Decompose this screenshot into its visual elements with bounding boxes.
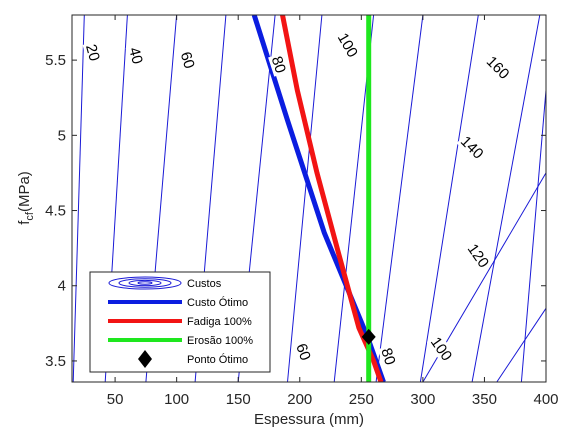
optimum-marker (361, 328, 376, 345)
x-tick-label-3: 200 (287, 391, 312, 408)
series-line-1 (280, 15, 384, 382)
legend-item-fadiga: Fadiga 100% (108, 316, 252, 328)
legend-item-ponto-otimo: Ponto Ótimo (138, 350, 248, 368)
contour-label-bg-10 (377, 344, 400, 369)
contour-label-text-9: 60 (292, 341, 314, 362)
contour-line-8 (419, 15, 479, 382)
x-axis-ticks: 50 100 150 200 250 300 350 400 (107, 15, 559, 408)
contour-label-bg-9 (292, 339, 315, 365)
x-tick-label-7: 400 (533, 391, 558, 408)
y-axis-ticks: 3.5 4 4.5 5 5.5 (45, 52, 546, 370)
legend-label-ponto-otimo: Ponto Ótimo (187, 353, 248, 366)
y-tick-label-1: 4 (58, 278, 66, 295)
plot-frame (71, 14, 547, 383)
contour-label-3: 80 (268, 52, 290, 77)
y-axis-label-main: f (16, 220, 33, 225)
series-line-0 (251, 15, 386, 382)
x-tick-label-2: 150 (226, 391, 251, 408)
contour-label-bg-8 (426, 332, 456, 365)
legend-label-erosao: Erosão 100% (187, 335, 253, 347)
contour-label-bg-2 (177, 48, 199, 73)
diamond-marker-icon (138, 350, 152, 368)
contour-line-7 (375, 15, 424, 382)
legend-item-custo-otimo: Custo Ótimo (108, 296, 248, 309)
contour-line-12 (496, 308, 546, 382)
y-tick-label-3: 5 (58, 127, 66, 144)
contour-label-text-3: 80 (268, 54, 289, 75)
y-axis-label-unit: (MPa) (16, 171, 33, 212)
legend: Custos Custo Ótimo Fadiga 100% Erosão 10… (89, 271, 271, 373)
contour-label-bg-7 (463, 239, 493, 272)
y-tick-label-0: 3.5 (45, 353, 66, 370)
x-axis-label: Espessura (mm) (254, 411, 364, 428)
x-tick-label-0: 50 (107, 391, 124, 408)
contour-label-text-2: 60 (177, 50, 198, 71)
contour-line-0 (72, 15, 85, 382)
contour-label-bg-3 (268, 52, 290, 77)
series-lines (251, 15, 386, 382)
legend-item-erosao: Erosão 100% (108, 335, 253, 347)
contour-label-0: 20 (82, 40, 104, 65)
contour-label-bg-4 (333, 28, 362, 62)
contour-label-text-0: 20 (82, 42, 103, 63)
contour-label-1: 40 (125, 43, 147, 68)
legend-item-custos: Custos (108, 276, 222, 290)
y-tick-label-4: 5.5 (45, 52, 66, 69)
contour-line-10 (520, 90, 546, 382)
x-tick-label-1: 100 (164, 391, 189, 408)
contour-label-9: 60 (292, 339, 315, 365)
legend-label-fadiga: Fadiga 100% (187, 316, 252, 328)
contour-label-bg-5 (482, 52, 514, 84)
contour-label-bg-0 (82, 40, 104, 65)
legend-label-custos: Custos (187, 278, 222, 290)
contour-label-text-10: 80 (377, 346, 398, 367)
optimum-point-marker (361, 328, 376, 345)
x-tick-label-6: 350 (472, 391, 497, 408)
contour-label-10: 80 (377, 344, 400, 369)
y-axis-label: fcf(MPa) (16, 171, 36, 225)
contour-label-bg-6 (456, 131, 488, 163)
contour-ellipses-icon (108, 276, 182, 290)
contour-lines (72, 15, 546, 382)
y-tick-label-2: 4.5 (45, 203, 66, 220)
contour-label-2: 60 (177, 48, 199, 73)
contour-label-text-1: 40 (125, 45, 146, 66)
legend-label-custo-otimo: Custo Ótimo (187, 296, 248, 309)
x-tick-label-5: 300 (410, 391, 435, 408)
y-axis-label-sub: cf (24, 211, 36, 221)
contour-line-9 (471, 15, 541, 382)
contour-line-5 (287, 15, 323, 382)
contour-label-bg-1 (125, 43, 147, 68)
x-tick-label-4: 250 (349, 391, 374, 408)
